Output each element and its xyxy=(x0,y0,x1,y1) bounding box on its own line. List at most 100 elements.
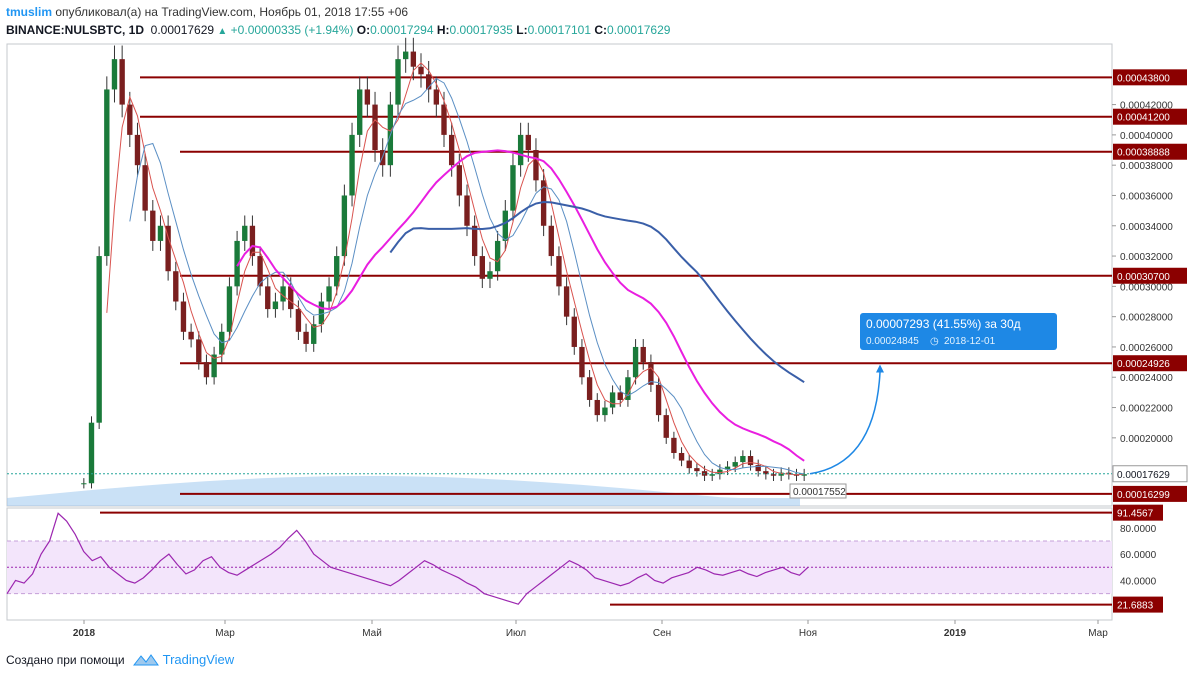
candle xyxy=(96,256,102,423)
level-label: 0.00038888 xyxy=(1117,148,1170,159)
candle xyxy=(219,331,225,355)
projection-callout xyxy=(860,313,1057,350)
level-label: 0.00024926 xyxy=(1117,359,1170,370)
price-tick-label: 0.00038000 xyxy=(1120,161,1173,172)
symbol-label: BINANCE:NULSBTC, 1D xyxy=(6,23,144,37)
candle xyxy=(617,392,623,400)
ma-short-line xyxy=(106,62,805,476)
price-tick-label: 0.00026000 xyxy=(1120,343,1173,354)
candle xyxy=(111,59,118,90)
candle xyxy=(571,316,577,347)
high-value: 0.00017935 xyxy=(449,23,513,37)
time-tick-label: 2019 xyxy=(944,628,967,639)
candle xyxy=(425,74,432,90)
candle xyxy=(594,399,600,416)
candle xyxy=(280,286,286,302)
candle xyxy=(341,195,348,257)
footer: Создано при помощи TradingView xyxy=(6,652,234,667)
candle xyxy=(295,309,302,332)
candle xyxy=(671,437,677,453)
candle xyxy=(334,256,340,287)
projection-price: 0.00024845 xyxy=(866,336,919,347)
candle xyxy=(372,104,378,151)
candle xyxy=(586,377,593,400)
projection-text: 0.00007293 (41.55%) за 30д xyxy=(866,317,1021,331)
level-label-box xyxy=(1113,485,1187,502)
candle xyxy=(211,354,217,378)
time-tick-label: Ноя xyxy=(799,628,817,639)
candle xyxy=(678,452,685,461)
rsi-upper-box xyxy=(1113,504,1163,521)
candle xyxy=(180,301,187,332)
candle xyxy=(648,362,654,385)
candle xyxy=(740,456,746,463)
rsi-tick-label: 80.0000 xyxy=(1120,524,1157,535)
ma-long-line xyxy=(236,149,805,462)
volume-area xyxy=(7,476,800,506)
candle xyxy=(563,286,570,317)
hover-price-label: 0.00017552 xyxy=(793,487,846,498)
level-label-box xyxy=(1113,143,1187,160)
candle xyxy=(456,165,463,196)
candle xyxy=(303,331,309,344)
price-tick-label: 0.00028000 xyxy=(1120,313,1173,324)
author-name[interactable]: tmuslim xyxy=(6,5,53,19)
brand-label: TradingView xyxy=(162,652,235,667)
candle xyxy=(127,104,133,135)
candle xyxy=(801,474,807,476)
clock-icon: ◷ xyxy=(930,336,939,347)
published-text: опубликовал(а) на TradingView.com, Ноябр… xyxy=(55,5,409,19)
candle xyxy=(173,271,179,302)
price-chart[interactable]: 0.00042000 0.00040000 0.00038000 0.00036000… xyxy=(0,0,1188,650)
candle xyxy=(724,466,731,470)
candle xyxy=(395,59,401,105)
price-change: +0.00000335 (+1.94%) xyxy=(230,23,354,37)
candle xyxy=(196,339,202,363)
candle xyxy=(226,286,233,332)
price-tick-label: 0.00022000 xyxy=(1120,404,1173,415)
candle xyxy=(487,271,493,279)
level-label-box xyxy=(1113,355,1187,372)
candle xyxy=(448,134,455,166)
candle xyxy=(81,483,87,485)
tradingview-brand[interactable]: TradingView xyxy=(132,652,235,667)
price-tick-label: 0.00042000 xyxy=(1120,101,1173,112)
time-tick-label: Июл xyxy=(506,628,526,639)
candle xyxy=(694,468,700,472)
candle xyxy=(441,104,447,135)
candle xyxy=(747,456,754,466)
candle xyxy=(364,89,371,105)
candle xyxy=(464,195,470,226)
candle xyxy=(502,210,508,241)
price-tick-label: 0.00040000 xyxy=(1120,131,1173,142)
close-value: 0.00017629 xyxy=(607,23,671,37)
last-price: 0.00017629 xyxy=(150,23,215,37)
candle xyxy=(134,134,141,166)
candle xyxy=(770,474,777,476)
time-tick-label: Мар xyxy=(1088,628,1108,639)
candle xyxy=(88,422,95,484)
open-value: 0.00017294 xyxy=(370,23,434,37)
candle xyxy=(579,346,585,378)
rsi-upper-label: 91.4567 xyxy=(1117,509,1154,520)
price-tick-label: 0.00034000 xyxy=(1120,222,1173,233)
arrow-head-icon xyxy=(876,364,884,373)
candle xyxy=(763,471,769,475)
close-label: C: xyxy=(594,23,608,37)
price-tick-label: 0.00036000 xyxy=(1120,191,1173,202)
open-label: O: xyxy=(356,23,371,37)
candle xyxy=(410,51,417,67)
candle xyxy=(533,150,539,181)
candle xyxy=(418,66,424,75)
rsi-lower-box xyxy=(1113,596,1163,613)
low-label: L: xyxy=(516,23,528,37)
publish-line: tmuslim опубликовал(а) на TradingView.co… xyxy=(6,3,670,21)
time-tick-label: Мар xyxy=(215,628,235,639)
candle xyxy=(257,256,263,287)
candle xyxy=(755,465,761,472)
level-label-box xyxy=(1113,69,1187,86)
rsi-line xyxy=(6,512,809,605)
candle xyxy=(732,462,738,467)
last-price-box xyxy=(1112,465,1188,483)
candle xyxy=(165,225,171,272)
